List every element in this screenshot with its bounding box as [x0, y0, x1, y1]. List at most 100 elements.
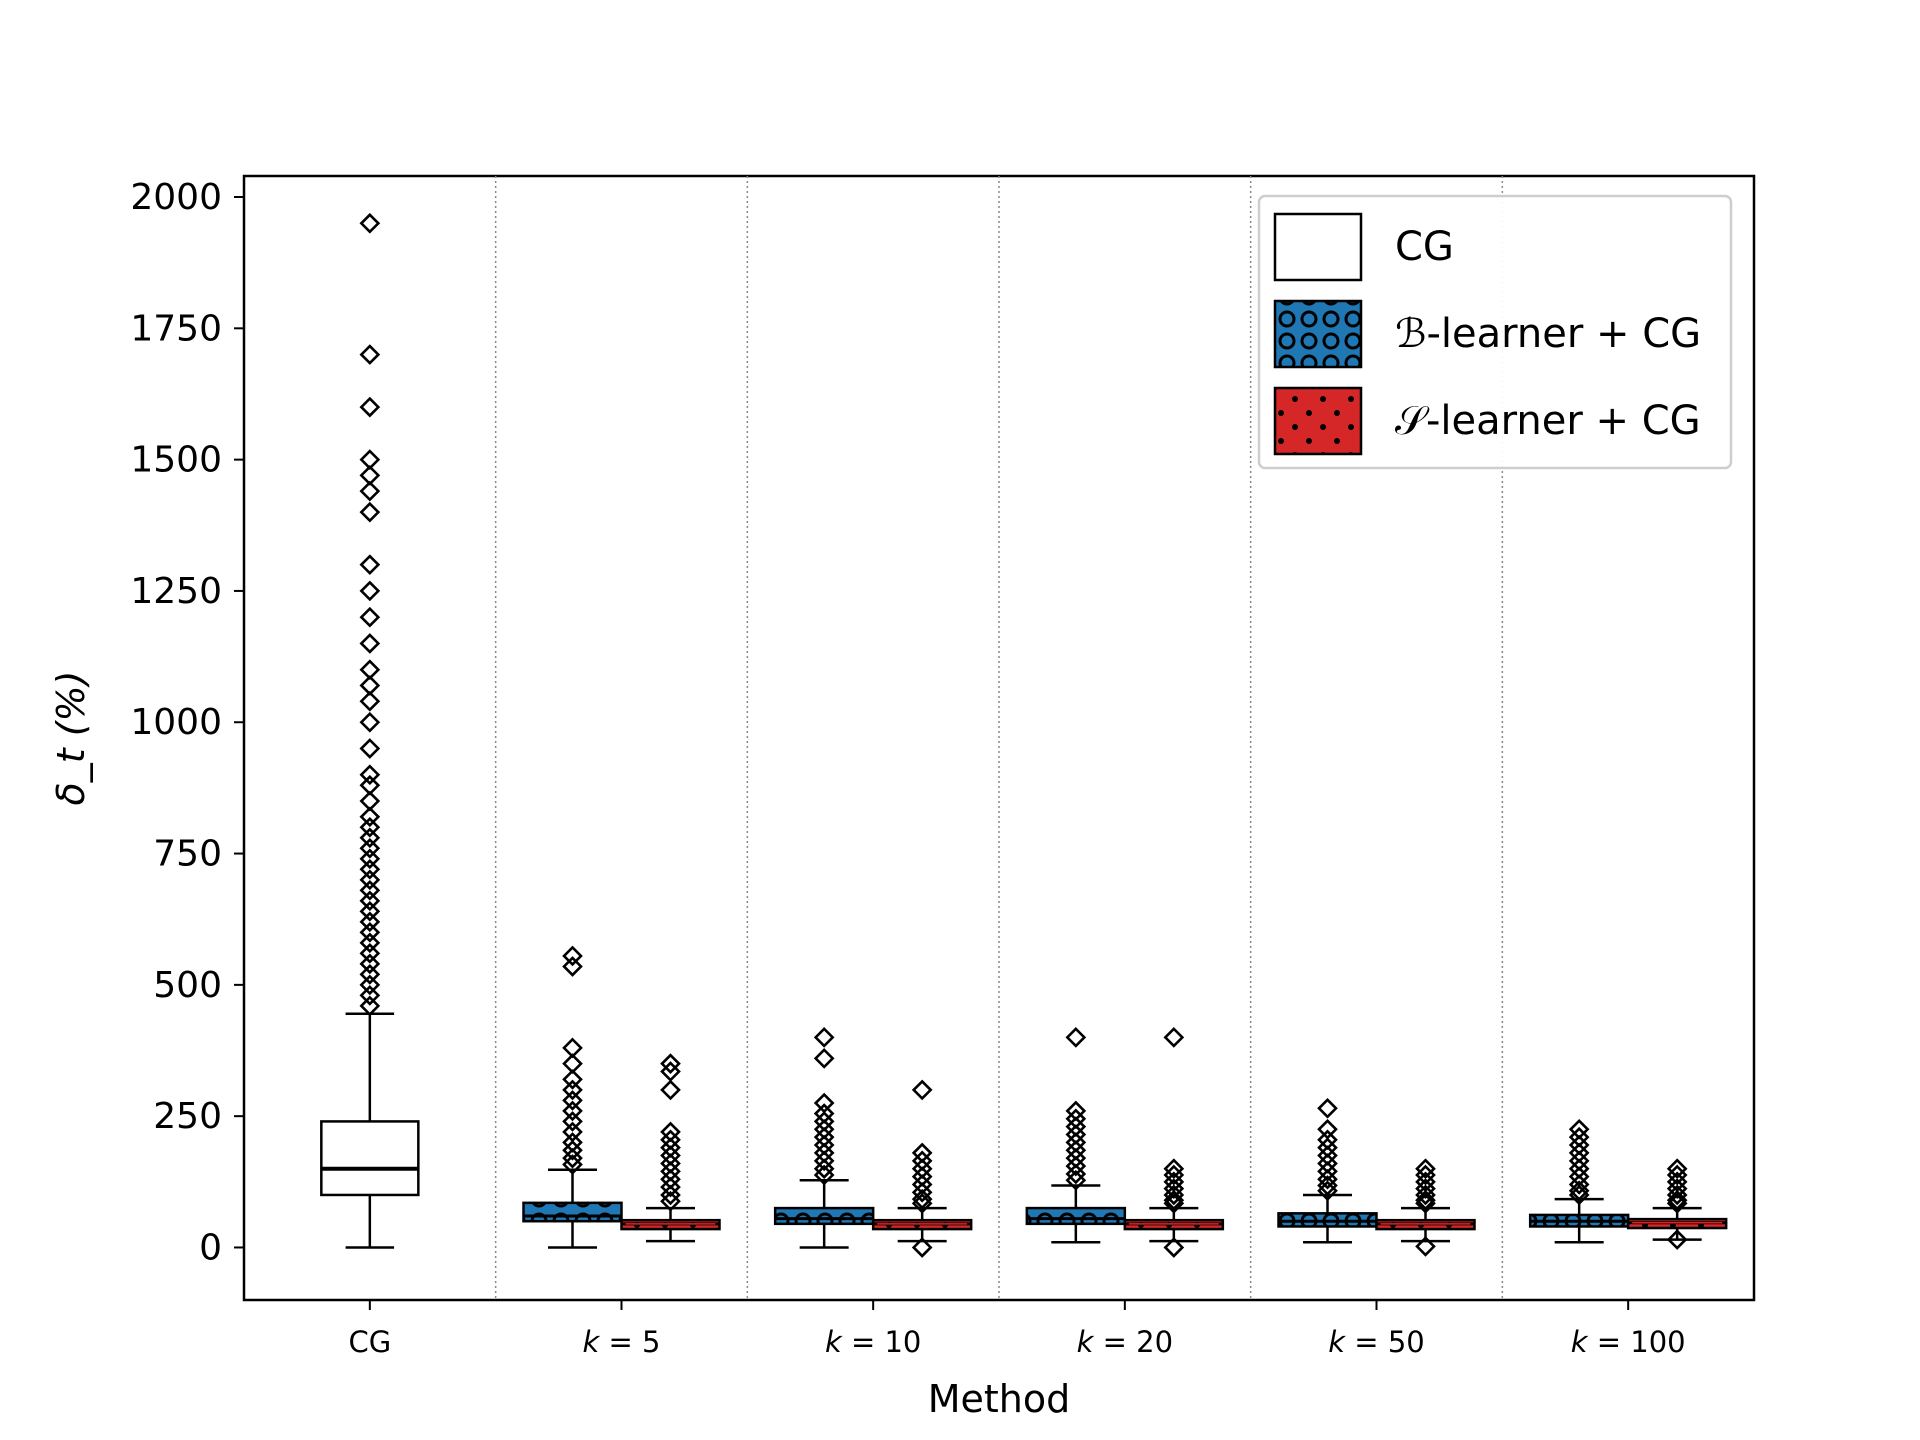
legend-label-0: CG: [1395, 224, 1454, 270]
y-tick-label: 750: [153, 834, 222, 875]
outlier-marker: [660, 1053, 681, 1074]
outlier-marker: [359, 738, 381, 759]
outlier-marker: [359, 806, 381, 828]
y-tick-label: 1750: [130, 308, 222, 349]
outlier-marker: [911, 1237, 933, 1258]
outlier-marker: [359, 953, 381, 975]
outlier-marker: [359, 501, 381, 523]
outlier-marker: [1317, 1160, 1338, 1182]
x-tick-label: k = 5: [583, 1325, 661, 1359]
outlier-marker: [660, 1184, 681, 1206]
outlier-marker: [1415, 1193, 1436, 1214]
outlier-marker: [359, 837, 381, 859]
x-tick-label-var: k: [583, 1325, 601, 1359]
outlier-marker: [660, 1079, 681, 1101]
outlier-marker: [1163, 1237, 1185, 1258]
outlier-marker: [562, 1100, 583, 1122]
outlier-marker: [359, 816, 381, 838]
outlier-marker: [1317, 1097, 1338, 1119]
y-tick-label: 1250: [130, 571, 222, 612]
outlier-marker: [359, 890, 381, 912]
outlier-marker: [1065, 1163, 1087, 1185]
legend-label-2: 𝒮-learner + CG: [1395, 398, 1701, 444]
outlier-marker: [562, 1121, 583, 1143]
outlier-marker: [813, 1092, 835, 1114]
outlier-marker: [1666, 1229, 1688, 1250]
outlier-marker: [562, 1079, 583, 1101]
y-tick-label: 500: [153, 965, 222, 1006]
outlier-marker: [1065, 1027, 1087, 1048]
outlier-marker: [1666, 1178, 1688, 1199]
y-tick-label: 1500: [130, 440, 222, 481]
x-tick-label: k = 10: [825, 1325, 921, 1359]
x-tick-label: k = 50: [1328, 1325, 1424, 1359]
outlier-marker: [911, 1188, 933, 1210]
x-tick-label: k = 20: [1077, 1325, 1173, 1359]
outlier-marker: [1163, 1184, 1185, 1206]
box-2-2: [1123, 1027, 1225, 1258]
outlier-marker: [359, 932, 381, 954]
outlier-marker: [813, 1027, 835, 1048]
outlier-marker: [813, 1150, 835, 1172]
legend-label-1: ℬ-learner + CG: [1395, 311, 1701, 357]
outlier-marker: [911, 1079, 933, 1101]
outlier-marker: [1568, 1174, 1590, 1195]
outlier-marker: [1163, 1158, 1185, 1180]
outlier-marker: [1065, 1155, 1087, 1177]
x-tick-label-text: = 50: [1345, 1325, 1425, 1359]
outlier-marker: [359, 212, 381, 234]
outlier-marker: [1666, 1184, 1688, 1206]
outlier-marker: [813, 1164, 835, 1186]
y-tick-label: 1000: [130, 702, 222, 743]
outlier-marker: [911, 1181, 933, 1203]
outlier-marker: [562, 1139, 583, 1161]
x-axis-title: Method: [928, 1377, 1071, 1421]
box-2-1: [871, 1079, 973, 1258]
y-tick-label: 2000: [130, 177, 222, 218]
box-2-4: [1626, 1158, 1728, 1250]
outlier-marker: [359, 764, 381, 786]
outlier-marker: [562, 956, 583, 977]
outlier-marker: [359, 879, 381, 901]
outlier-marker: [359, 606, 381, 628]
box-body: [320, 1120, 420, 1197]
x-tick-label: k = 100: [1571, 1325, 1686, 1359]
outlier-marker: [562, 1154, 583, 1175]
outlier-marker: [359, 985, 381, 1006]
outlier-marker: [1415, 1184, 1436, 1206]
outlier-marker: [813, 1048, 835, 1069]
box-1-4: [1528, 1118, 1630, 1244]
legend-swatch-1: [1273, 299, 1363, 369]
legend-box: [1257, 194, 1733, 470]
y-tick-label: 0: [199, 1227, 222, 1268]
x-tick-label-text: = 5: [599, 1325, 660, 1359]
outlier-marker: [359, 974, 381, 996]
outlier-marker: [359, 921, 381, 943]
x-tick-label-text: = 10: [842, 1325, 922, 1359]
outlier-marker: [660, 1176, 681, 1198]
outlier-marker: [1317, 1168, 1338, 1190]
outlier-marker: [359, 633, 381, 654]
outlier-marker: [1163, 1027, 1185, 1048]
outlier-marker: [359, 858, 381, 880]
outlier-marker: [359, 554, 381, 576]
outlier-marker: [1666, 1193, 1688, 1214]
outlier-marker: [1065, 1169, 1087, 1191]
outlier-marker: [359, 344, 381, 365]
outlier-marker: [1415, 1189, 1436, 1211]
outlier-marker: [359, 995, 381, 1017]
outlier-marker: [359, 711, 381, 733]
outlier-marker: [1666, 1164, 1688, 1186]
outlier-marker: [1415, 1178, 1436, 1199]
outlier-marker: [1666, 1189, 1688, 1211]
outlier-marker: [359, 943, 381, 964]
outlier-marker: [1666, 1158, 1688, 1180]
x-tick-label-var: k: [1571, 1325, 1589, 1359]
box-1-2: [1025, 1027, 1127, 1244]
outlier-marker: [1415, 1236, 1436, 1257]
outlier-marker: [359, 396, 381, 418]
box-body: [522, 1201, 623, 1223]
outlier-marker: [359, 480, 381, 502]
y-axis-title: δ_t (%): [49, 671, 93, 806]
